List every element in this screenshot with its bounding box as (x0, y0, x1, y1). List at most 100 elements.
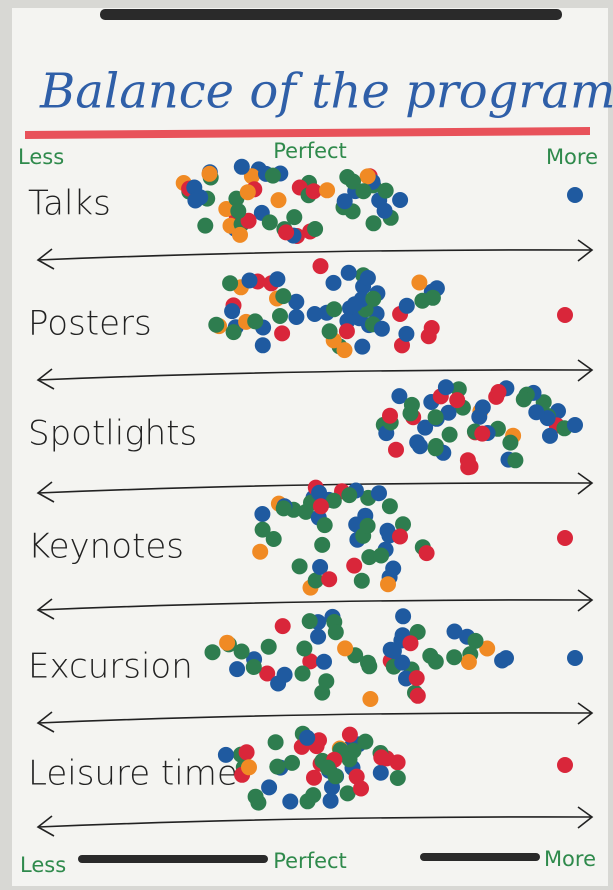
vote-dot (297, 503, 314, 520)
row-label: Keynotes (28, 527, 184, 567)
vote-dot (260, 638, 277, 655)
vote-dot (269, 271, 286, 288)
vote-dot (449, 392, 466, 409)
vote-dot (219, 634, 236, 651)
vote-dot (502, 434, 519, 451)
vote-dot (288, 309, 305, 325)
vote-dot (312, 498, 329, 515)
vote-dot (385, 643, 402, 659)
vote-dot (338, 323, 355, 340)
vote-dot (307, 221, 324, 237)
vote-dot (557, 307, 573, 323)
vote-dot (240, 212, 257, 229)
vote-dot (417, 419, 434, 436)
vote-dot (388, 441, 404, 458)
vote-dot (254, 337, 271, 354)
vote-dot (372, 764, 389, 781)
arrow (36, 702, 594, 733)
footer-more: More (544, 847, 596, 871)
vote-dot (288, 293, 305, 310)
scale-less: Less (18, 145, 64, 169)
vote-dot (247, 788, 264, 805)
vote-dot (353, 780, 369, 797)
vote-dot (312, 258, 329, 275)
vote-dot (286, 209, 303, 226)
vote-dot (278, 224, 295, 241)
title: Balance of the program (39, 64, 613, 120)
vote-dot (479, 640, 496, 657)
vote-dot (392, 192, 409, 208)
vote-dot (340, 264, 357, 281)
vote-dot (316, 517, 333, 534)
vote-dot (322, 792, 339, 809)
vote-dot (302, 653, 319, 670)
arrow (36, 806, 594, 837)
vote-dot (385, 560, 402, 577)
vote-dot (357, 733, 374, 750)
vote-dot (381, 498, 398, 515)
vote-dot (239, 184, 256, 201)
vote-dot (229, 661, 246, 678)
vote-dot (261, 779, 278, 796)
dots (175, 158, 583, 811)
vote-dot (243, 168, 260, 185)
row-label: Excursion (28, 647, 193, 687)
vote-dot (241, 272, 258, 289)
vote-dot (305, 183, 322, 200)
vote-dot (241, 759, 257, 776)
vote-dot (490, 384, 507, 400)
vote-dot (232, 226, 248, 243)
vote-dot (275, 288, 292, 305)
vote-dot (402, 635, 419, 652)
vote-dot (325, 274, 342, 291)
vote-dot (567, 417, 583, 433)
vote-dot (441, 426, 458, 443)
vote-dot (359, 517, 376, 534)
vote-dot (208, 316, 225, 333)
vote-dot (274, 618, 291, 635)
scale-more: More (546, 145, 598, 169)
vote-dot (557, 530, 573, 546)
vote-dot (471, 408, 488, 425)
vote-dot (376, 202, 393, 219)
vote-dot (377, 182, 394, 199)
vote-dot (197, 217, 214, 234)
vote-dot (391, 388, 408, 405)
vote-dot (186, 179, 203, 196)
vote-dot (395, 608, 412, 625)
vote-dot (355, 183, 372, 200)
vote-dot (403, 396, 420, 413)
vote-dot (336, 342, 353, 359)
vote-dot (314, 536, 331, 553)
vote-dot (270, 192, 287, 209)
vote-dot (336, 193, 353, 210)
row-label: Leisure time (28, 754, 238, 794)
vote-dot (327, 624, 344, 641)
vote-dot (325, 492, 342, 509)
vote-dot (218, 201, 235, 217)
vote-dot (284, 754, 300, 771)
vote-dot (467, 632, 484, 649)
vote-dot (409, 687, 426, 704)
vote-dot (233, 158, 250, 175)
vote-dot (446, 623, 463, 640)
row-label: Spotlights (28, 414, 197, 454)
vote-dot (259, 665, 276, 682)
vote-dot (261, 214, 278, 231)
vote-dot (359, 168, 376, 185)
vote-dot (204, 644, 221, 661)
vote-dot (459, 452, 476, 469)
vote-dot (291, 558, 308, 575)
vote-dot (353, 572, 370, 589)
vote-dot (440, 404, 457, 421)
row-label: Posters (28, 304, 152, 344)
vote-dot (282, 793, 299, 810)
vote-dot (542, 427, 558, 444)
vote-dot (217, 746, 234, 763)
vote-dot (276, 666, 293, 683)
vote-dot (225, 324, 242, 341)
vote-dot (267, 734, 284, 751)
vote-dot (254, 521, 271, 538)
vote-dot (346, 296, 363, 313)
